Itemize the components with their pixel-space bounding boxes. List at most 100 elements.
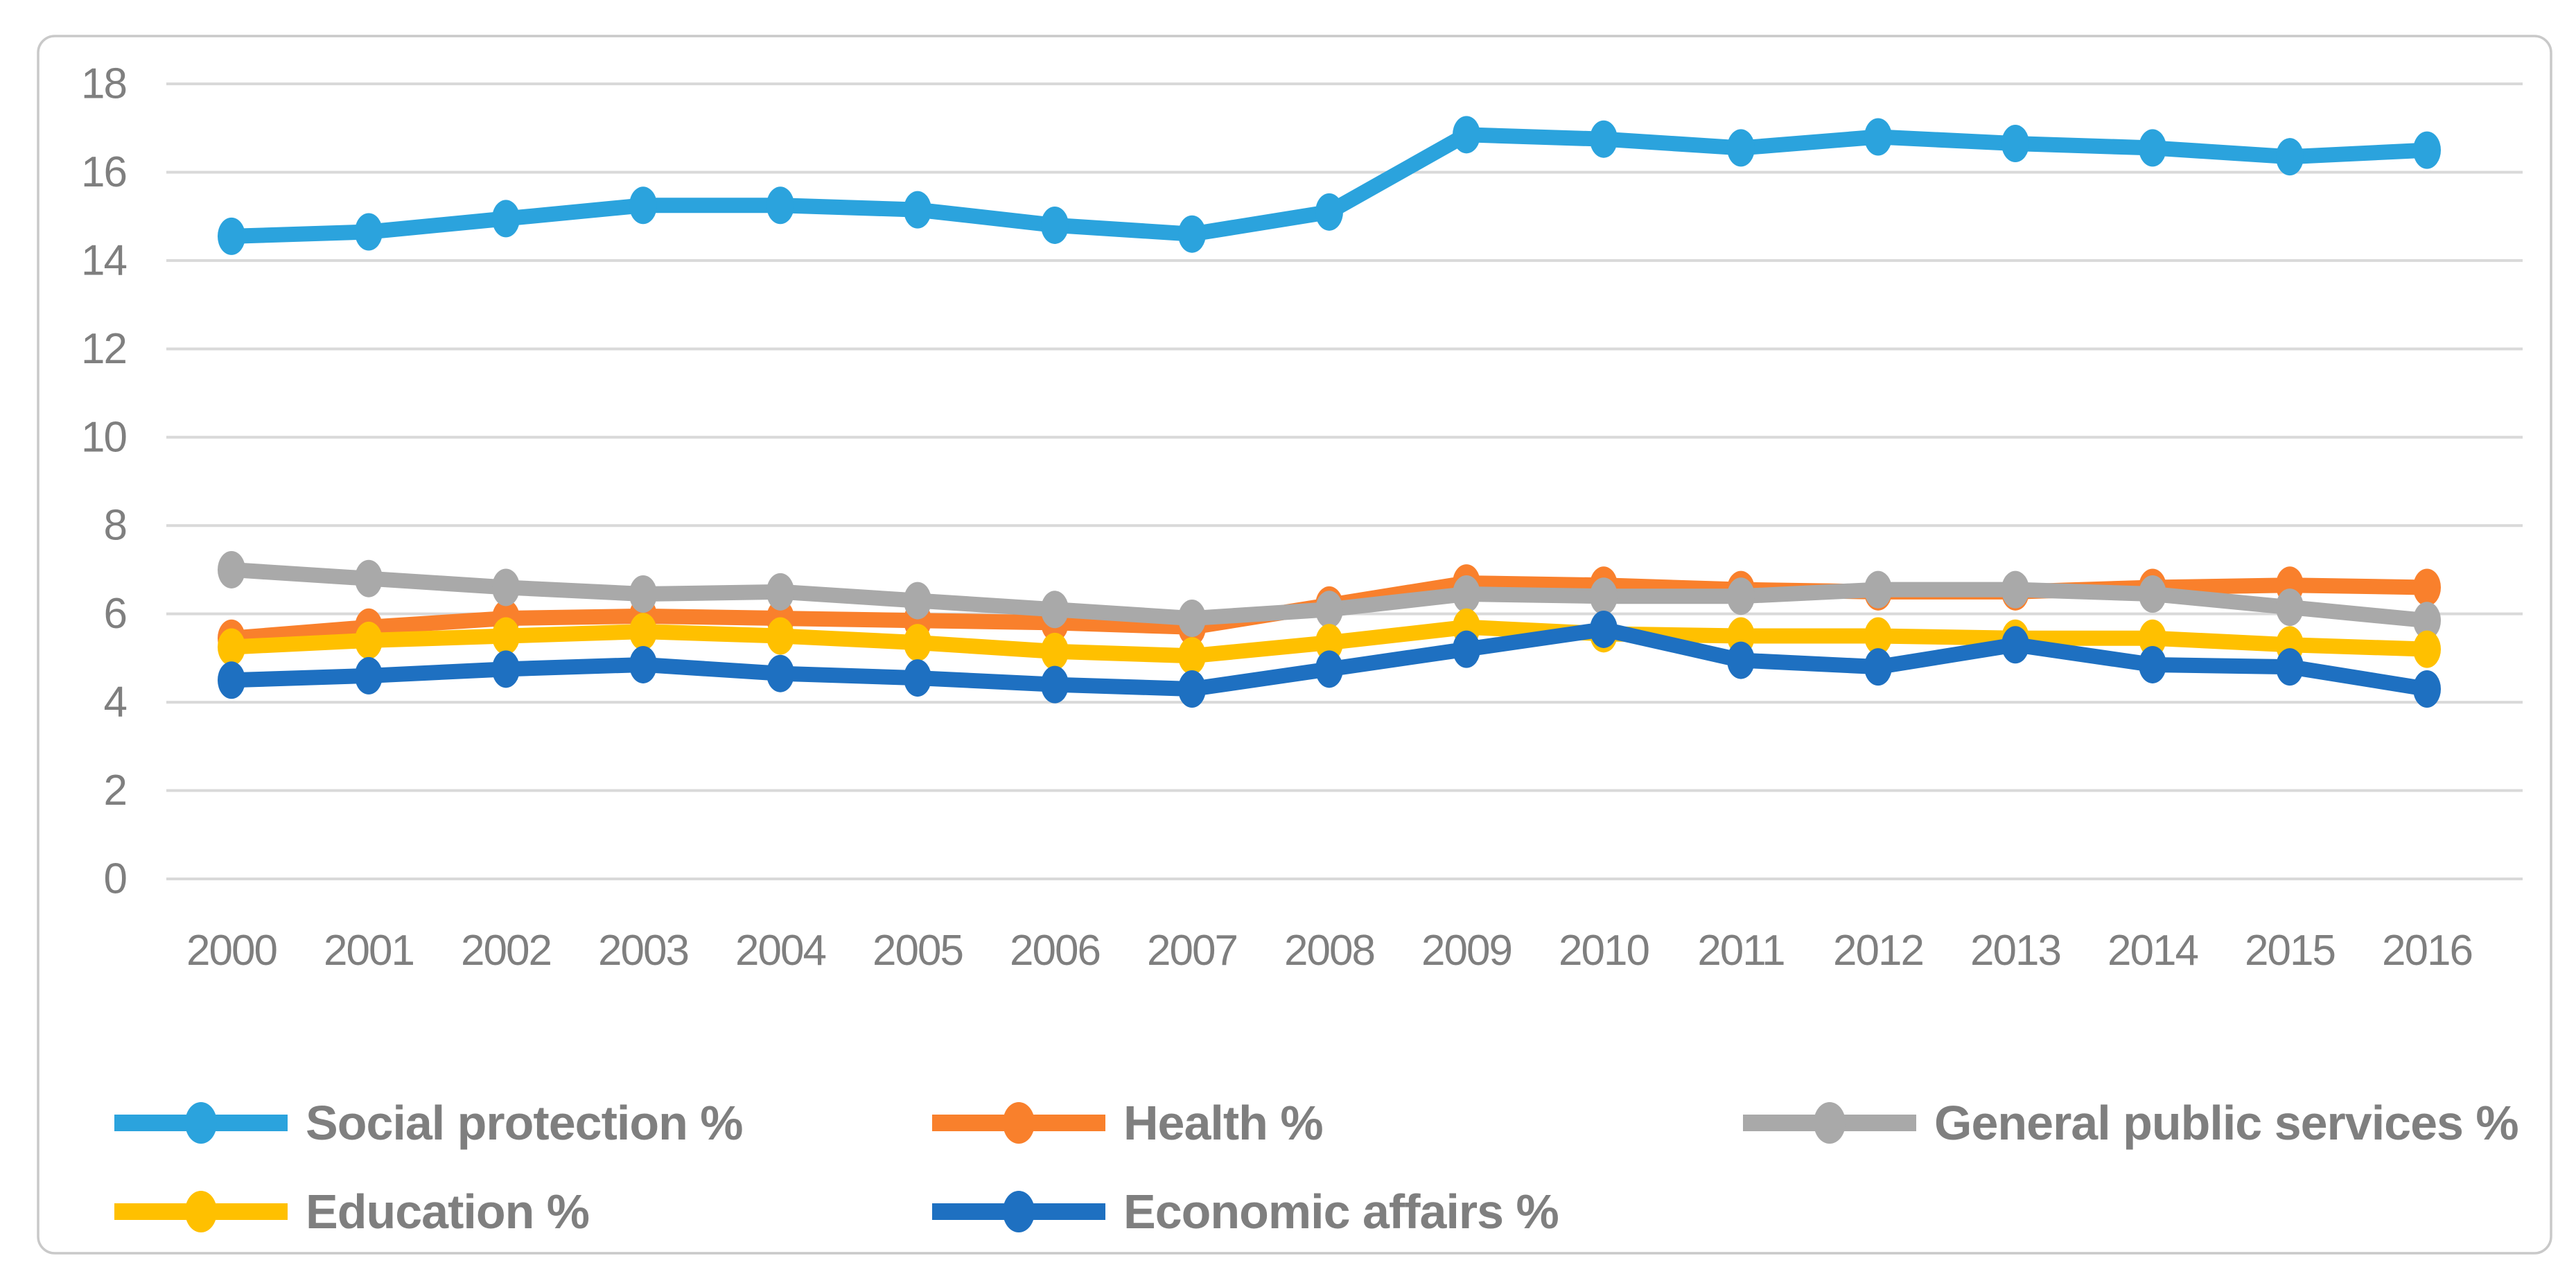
data-point-education-2003 xyxy=(629,613,657,651)
y-axis-tick-label: 4 xyxy=(104,679,127,726)
data-point-general-public-services-2013 xyxy=(2001,570,2029,609)
data-point-economic-affairs-2016 xyxy=(2413,670,2441,708)
data-point-social-protection-2003 xyxy=(629,186,657,225)
data-point-social-protection-2016 xyxy=(2413,131,2441,169)
data-point-social-protection-2004 xyxy=(766,186,794,225)
x-axis-tick-label: 2008 xyxy=(1284,927,1374,975)
data-point-social-protection-2009 xyxy=(1453,116,1480,154)
x-axis-tick-label: 2013 xyxy=(1970,927,2060,975)
x-axis-tick-label: 2001 xyxy=(324,927,414,975)
y-axis-tick-label: 18 xyxy=(81,60,126,108)
figure-border xyxy=(37,35,2552,1255)
data-point-education-2005 xyxy=(904,624,931,662)
data-point-social-protection-2001 xyxy=(355,213,383,251)
data-point-social-protection-2002 xyxy=(492,200,520,238)
x-axis-tick-label: 2014 xyxy=(2108,927,2198,975)
legend-label-education: Education % xyxy=(306,1185,589,1239)
y-axis-tick-label: 12 xyxy=(81,325,126,373)
data-point-general-public-services-2015 xyxy=(2276,588,2304,627)
data-point-economic-affairs-2002 xyxy=(492,650,520,688)
data-point-social-protection-2015 xyxy=(2276,138,2304,176)
legend-marker-icon-health xyxy=(1003,1102,1035,1144)
x-axis-tick-label: 2011 xyxy=(1697,927,1784,975)
data-point-general-public-services-2009 xyxy=(1453,575,1480,613)
legend-marker-icon-general-public-services xyxy=(1814,1102,1846,1144)
y-axis-tick-label: 0 xyxy=(104,855,127,903)
data-point-general-public-services-2014 xyxy=(2139,575,2166,613)
data-point-education-2006 xyxy=(1041,632,1069,670)
x-axis-tick-label: 2002 xyxy=(461,927,551,975)
x-axis-tick-label: 2016 xyxy=(2382,927,2472,975)
data-point-general-public-services-2000 xyxy=(218,550,245,588)
y-axis-tick-label: 16 xyxy=(81,148,126,196)
y-axis-tick-label: 8 xyxy=(104,502,126,550)
data-point-economic-affairs-2012 xyxy=(1864,648,1892,686)
data-point-education-2016 xyxy=(2413,630,2441,668)
x-axis-tick-label: 2010 xyxy=(1559,927,1649,975)
data-point-general-public-services-2008 xyxy=(1315,591,1343,629)
y-axis-tick-label: 2 xyxy=(104,767,126,814)
data-point-social-protection-2006 xyxy=(1041,206,1069,244)
data-point-general-public-services-2006 xyxy=(1041,591,1069,629)
data-point-education-2012 xyxy=(1864,617,1892,655)
data-point-economic-affairs-2006 xyxy=(1041,665,1069,704)
data-point-social-protection-2000 xyxy=(218,217,245,255)
data-point-social-protection-2011 xyxy=(1727,129,1755,167)
data-point-general-public-services-2011 xyxy=(1727,577,1755,616)
data-point-social-protection-2012 xyxy=(1864,118,1892,156)
legend-marker-icon-education xyxy=(185,1191,217,1232)
legend-label-general-public-services: General public services % xyxy=(1934,1096,2518,1150)
data-point-general-public-services-2003 xyxy=(629,575,657,613)
y-axis-tick-label: 14 xyxy=(81,236,126,284)
data-point-economic-affairs-2010 xyxy=(1590,610,1618,648)
x-axis-tick-label: 2004 xyxy=(735,927,825,975)
data-point-general-public-services-2012 xyxy=(1864,570,1892,609)
x-axis-tick-label: 2000 xyxy=(186,927,277,975)
data-point-education-2004 xyxy=(766,617,794,655)
x-axis-tick-label: 2006 xyxy=(1010,927,1100,975)
legend-label-economic-affairs: Economic affairs % xyxy=(1123,1185,1559,1239)
data-point-economic-affairs-2001 xyxy=(355,656,383,695)
x-axis-tick-label: 2009 xyxy=(1421,927,1512,975)
data-point-economic-affairs-2009 xyxy=(1453,630,1480,668)
x-axis-tick-label: 2007 xyxy=(1147,927,1237,975)
data-point-education-2008 xyxy=(1315,624,1343,662)
legend-marker-icon-economic-affairs xyxy=(1003,1191,1035,1232)
data-point-social-protection-2007 xyxy=(1178,215,1206,253)
legend-label-health: Health % xyxy=(1123,1096,1323,1150)
x-axis-tick-label: 2005 xyxy=(873,927,963,975)
data-point-economic-affairs-2000 xyxy=(218,661,245,699)
data-point-economic-affairs-2007 xyxy=(1178,670,1206,708)
data-point-education-2007 xyxy=(1178,637,1206,675)
data-point-economic-affairs-2005 xyxy=(904,659,931,697)
x-axis-tick-label: 2003 xyxy=(598,927,688,975)
y-axis-tick-label: 10 xyxy=(81,413,126,461)
data-point-health-2016 xyxy=(2413,568,2441,607)
data-point-economic-affairs-2011 xyxy=(1727,641,1755,679)
data-point-education-2000 xyxy=(218,628,245,666)
legend-label-social-protection: Social protection % xyxy=(306,1096,743,1150)
data-point-education-2014 xyxy=(2139,619,2166,657)
data-point-general-public-services-2004 xyxy=(766,573,794,611)
y-axis-tick-label: 6 xyxy=(104,590,126,638)
data-point-economic-affairs-2013 xyxy=(2001,626,2029,664)
data-point-general-public-services-2010 xyxy=(1590,577,1618,616)
data-point-general-public-services-2007 xyxy=(1178,600,1206,638)
data-point-economic-affairs-2003 xyxy=(629,645,657,683)
x-axis-tick-label: 2012 xyxy=(1833,927,1923,975)
data-point-economic-affairs-2014 xyxy=(2139,645,2166,683)
data-point-social-protection-2013 xyxy=(2001,125,2029,163)
data-point-social-protection-2005 xyxy=(904,191,931,229)
legend-marker-icon-social-protection xyxy=(185,1102,217,1144)
data-point-social-protection-2010 xyxy=(1590,120,1618,158)
data-point-general-public-services-2016 xyxy=(2413,602,2441,640)
x-axis-tick-label: 2015 xyxy=(2245,927,2335,975)
data-point-education-2001 xyxy=(355,621,383,659)
data-point-economic-affairs-2015 xyxy=(2276,648,2304,686)
data-point-education-2002 xyxy=(492,617,520,655)
data-point-general-public-services-2002 xyxy=(492,568,520,607)
data-point-economic-affairs-2008 xyxy=(1315,650,1343,688)
data-point-general-public-services-2001 xyxy=(355,559,383,597)
data-point-social-protection-2014 xyxy=(2139,129,2166,167)
data-point-general-public-services-2005 xyxy=(904,582,931,620)
